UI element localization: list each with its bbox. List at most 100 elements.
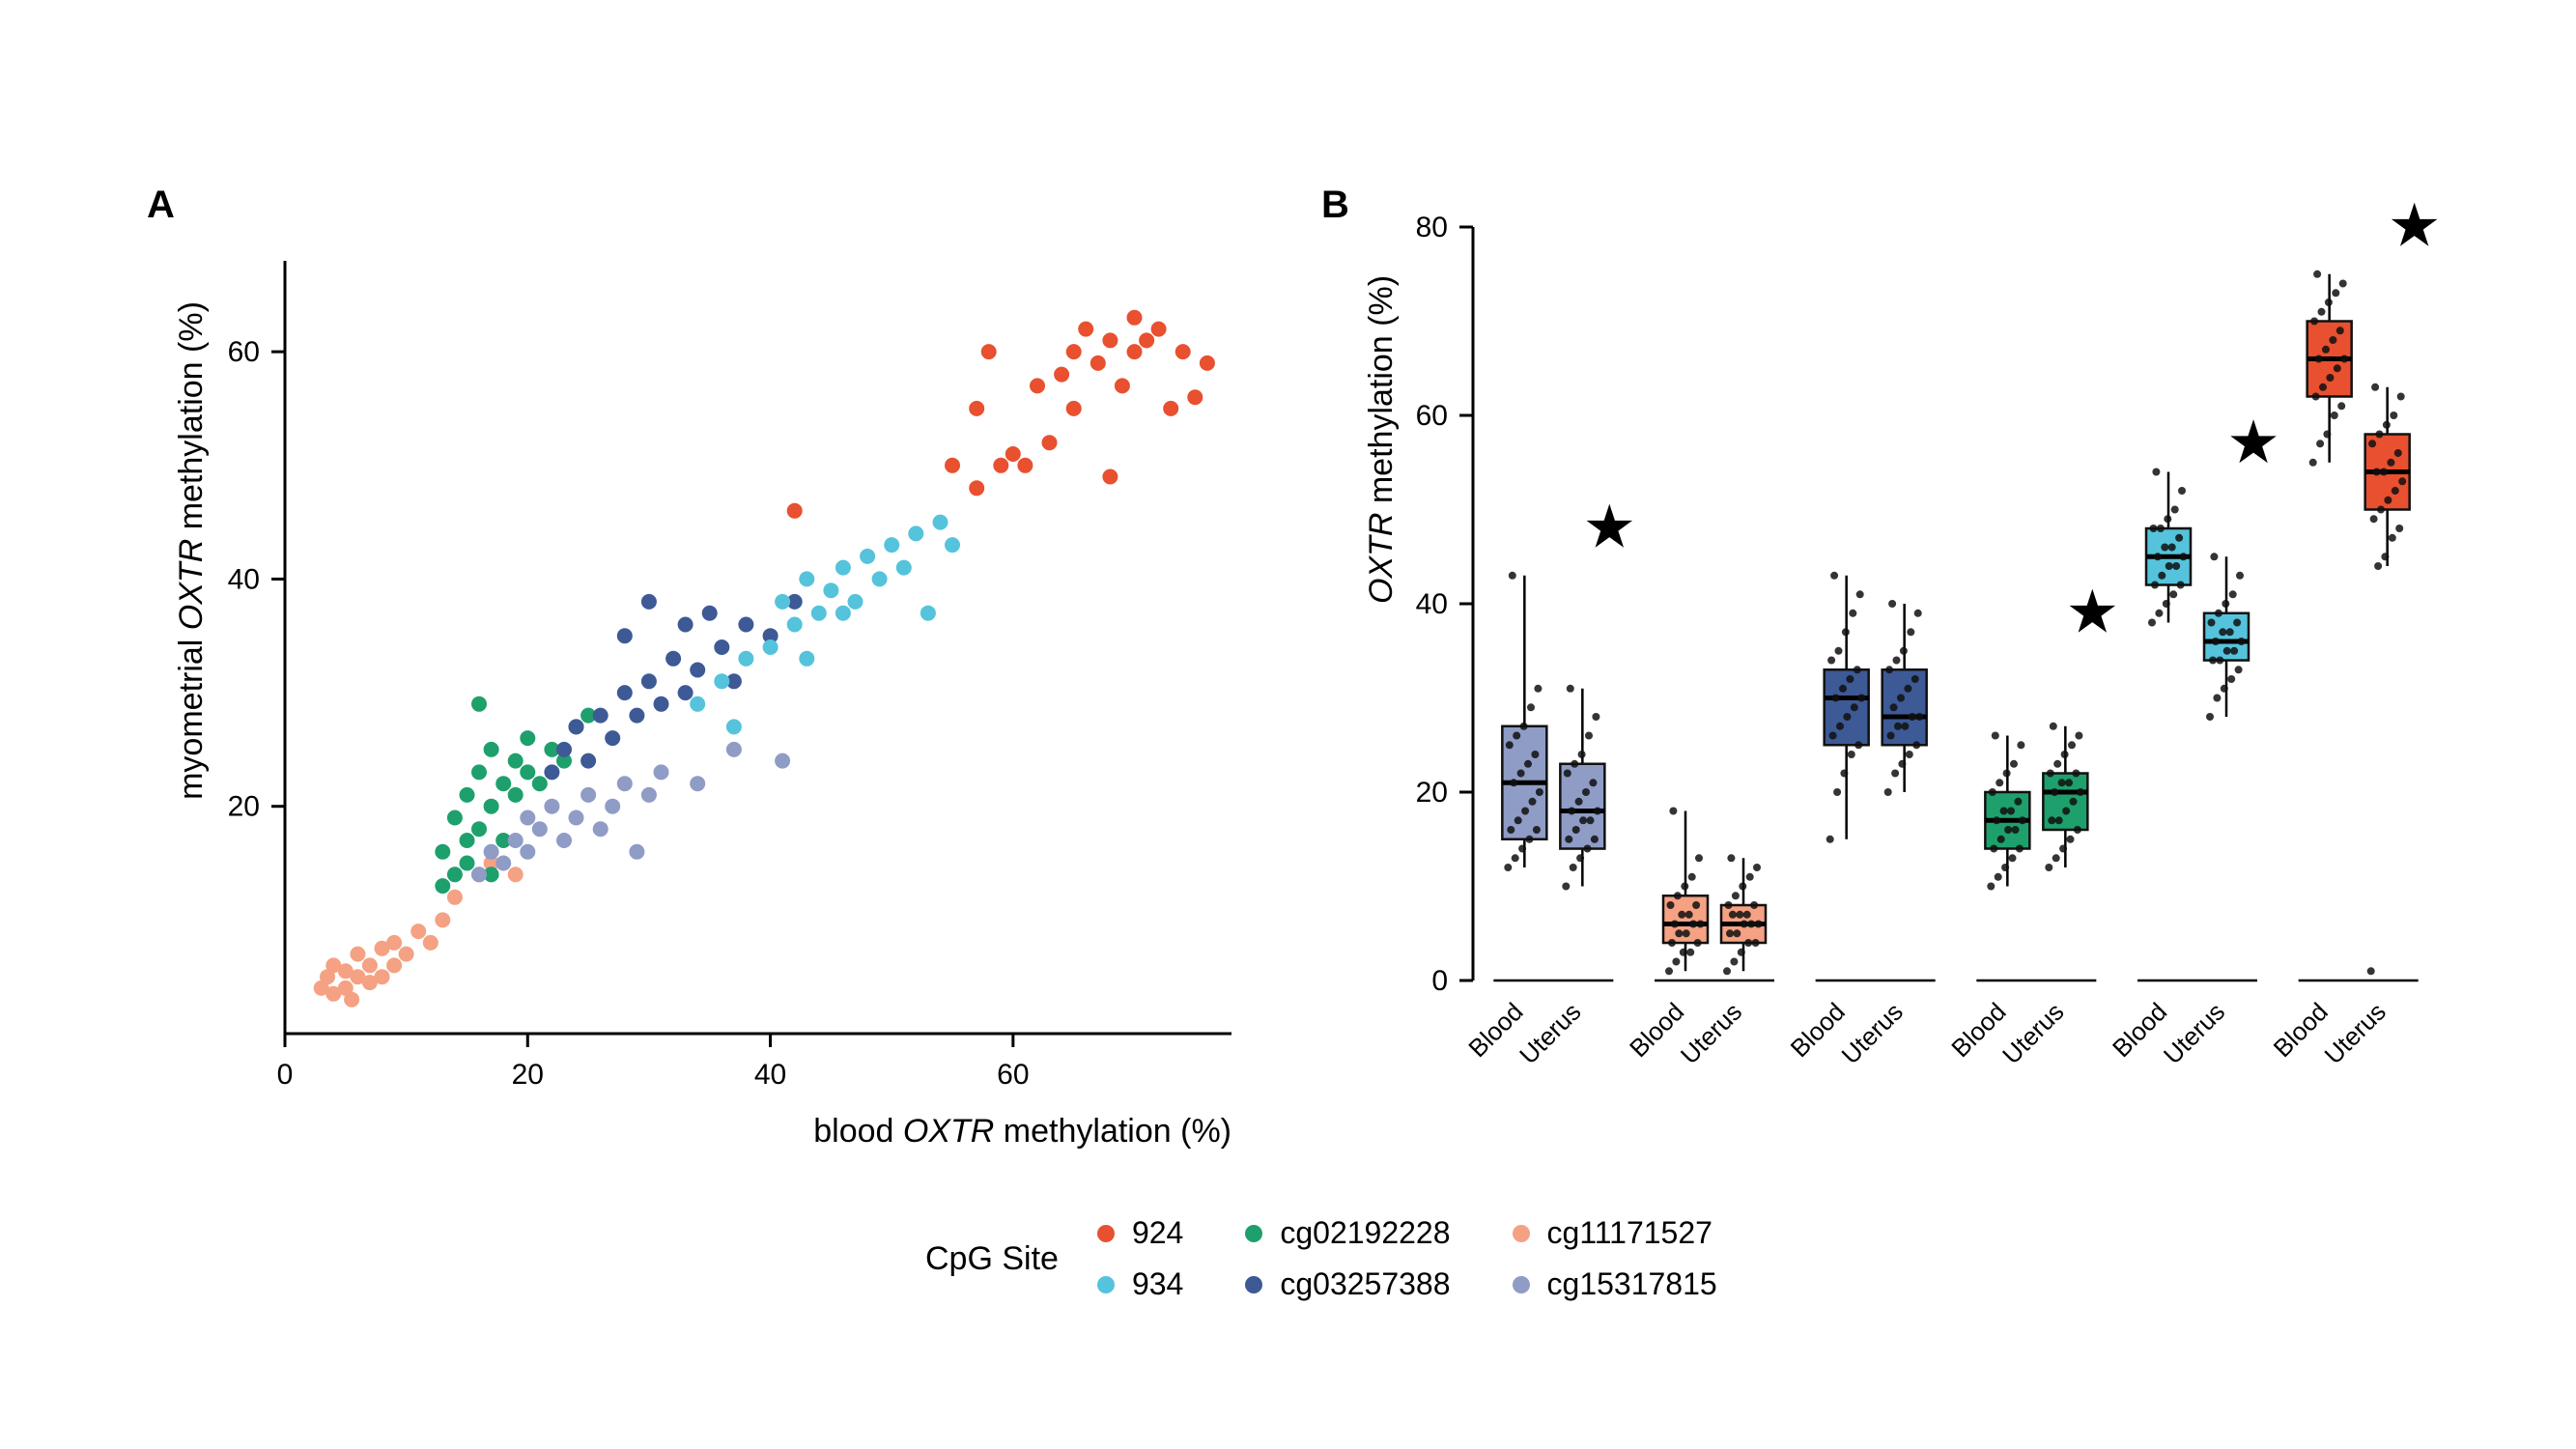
scatter-point <box>495 855 512 871</box>
jitter-point <box>1518 844 1527 853</box>
legend-label: 924 <box>1131 1215 1184 1250</box>
box-uterus <box>1881 600 1928 796</box>
jitter-point <box>1847 751 1855 758</box>
legend-swatch-icon <box>1512 1275 1530 1293</box>
scatter-point <box>762 628 778 644</box>
jitter-point <box>1574 797 1583 806</box>
scatter-point <box>459 786 475 803</box>
significance-star: ★ <box>2388 193 2442 260</box>
x-tick-label: Uterus <box>1675 997 1747 1069</box>
box-uterus <box>2202 553 2250 721</box>
jitter-point <box>1915 713 1924 721</box>
jitter-point <box>1846 675 1854 683</box>
scatter-point <box>1163 400 1179 416</box>
jitter-point <box>2391 487 2399 495</box>
jitter-point <box>1508 571 1516 580</box>
jitter-point <box>1828 731 1837 740</box>
jitter-point <box>2152 468 2161 476</box>
jitter-point <box>1730 957 1739 966</box>
scatter-point <box>544 798 560 814</box>
jitter-point <box>2313 270 2322 278</box>
scatter-point <box>580 786 597 803</box>
jitter-point <box>1739 882 1747 891</box>
jitter-point <box>1589 779 1598 787</box>
jitter-point <box>1849 609 1857 617</box>
jitter-point <box>2395 525 2404 532</box>
jitter-point <box>2380 468 2388 476</box>
jitter-point <box>1669 807 1678 815</box>
scatter-point <box>459 833 475 848</box>
jitter-point <box>1678 910 1686 919</box>
jitter-point <box>1883 788 1892 796</box>
jitter-point <box>1726 929 1734 938</box>
scatter-point <box>1199 355 1215 371</box>
jitter-point <box>1516 769 1525 778</box>
jitter-point <box>1831 694 1840 702</box>
scatter-point <box>1102 469 1118 485</box>
jitter-point <box>2381 553 2390 561</box>
jitter-point <box>1585 731 1593 740</box>
jitter-point <box>1504 864 1513 871</box>
jitter-point <box>2176 581 2185 589</box>
scatter-point <box>835 559 851 576</box>
scatter-point <box>313 980 329 996</box>
legend-label: cg03257388 <box>1280 1266 1451 1301</box>
scatter-point <box>592 821 609 838</box>
jitter-point <box>1843 713 1852 721</box>
jitter-point <box>2059 844 2068 853</box>
jitter-point <box>1511 854 1519 863</box>
jitter-point <box>1505 741 1514 750</box>
legend-swatch-icon <box>1096 1224 1115 1242</box>
jitter-point <box>1740 920 1748 928</box>
jitter-point <box>1996 835 2005 843</box>
jitter-point <box>1736 910 1744 919</box>
jitter-point <box>1576 854 1585 863</box>
jitter-point <box>2207 618 2216 627</box>
scatter-point <box>374 940 390 956</box>
jitter-point <box>2048 816 2056 825</box>
jitter-point <box>2388 533 2396 542</box>
x-tick-label: 0 <box>277 1059 294 1091</box>
scatter-point <box>605 730 621 747</box>
x-axis-label: blood OXTR methylation (%) <box>813 1113 1231 1150</box>
scatter-point <box>714 639 730 655</box>
x-tick-label: Uterus <box>1996 997 2069 1069</box>
jitter-point <box>2165 562 2173 570</box>
box-rect <box>1559 762 1606 850</box>
scatter-point <box>775 593 791 610</box>
legend-swatch-icon <box>1245 1275 1263 1293</box>
jitter-point <box>2075 731 2083 740</box>
jitter-point <box>2172 562 2181 570</box>
scatter-point <box>483 741 499 757</box>
jitter-point <box>2170 505 2179 514</box>
scatter-point <box>1187 389 1203 406</box>
jitter-point <box>2011 826 2020 834</box>
jitter-point <box>2387 458 2395 467</box>
jitter-point <box>2007 807 2015 815</box>
scatter-point <box>690 662 706 678</box>
jitter-point <box>1672 957 1681 966</box>
jitter-point <box>1532 826 1541 834</box>
jitter-point <box>1886 731 1895 740</box>
jitter-point <box>2065 779 2073 787</box>
legend-column: 924 934 <box>1096 1215 1184 1302</box>
scatter-point <box>884 537 900 554</box>
jitter-point <box>1857 694 1866 702</box>
jitter-point <box>1675 929 1684 938</box>
scatter-point <box>629 707 645 724</box>
legend-swatch-icon <box>1096 1275 1115 1293</box>
jitter-point <box>2228 590 2237 599</box>
scatter-point <box>446 889 463 905</box>
jitter-point <box>2002 769 2011 778</box>
jitter-point <box>2377 505 2385 514</box>
y-tick-label: 40 <box>1416 588 1448 620</box>
boxplot-panel: 0 20 40 60 80 OXTR methylation (%) BloodUterus… <box>1363 193 2442 1070</box>
box-blood <box>1823 571 1870 843</box>
scatter-point <box>556 741 572 757</box>
jitter-point <box>1990 844 1998 853</box>
jitter-point <box>2045 864 2053 871</box>
jitter-point <box>2338 279 2347 288</box>
panel-b-label: B <box>1321 184 1350 226</box>
scatter-point <box>386 934 403 951</box>
